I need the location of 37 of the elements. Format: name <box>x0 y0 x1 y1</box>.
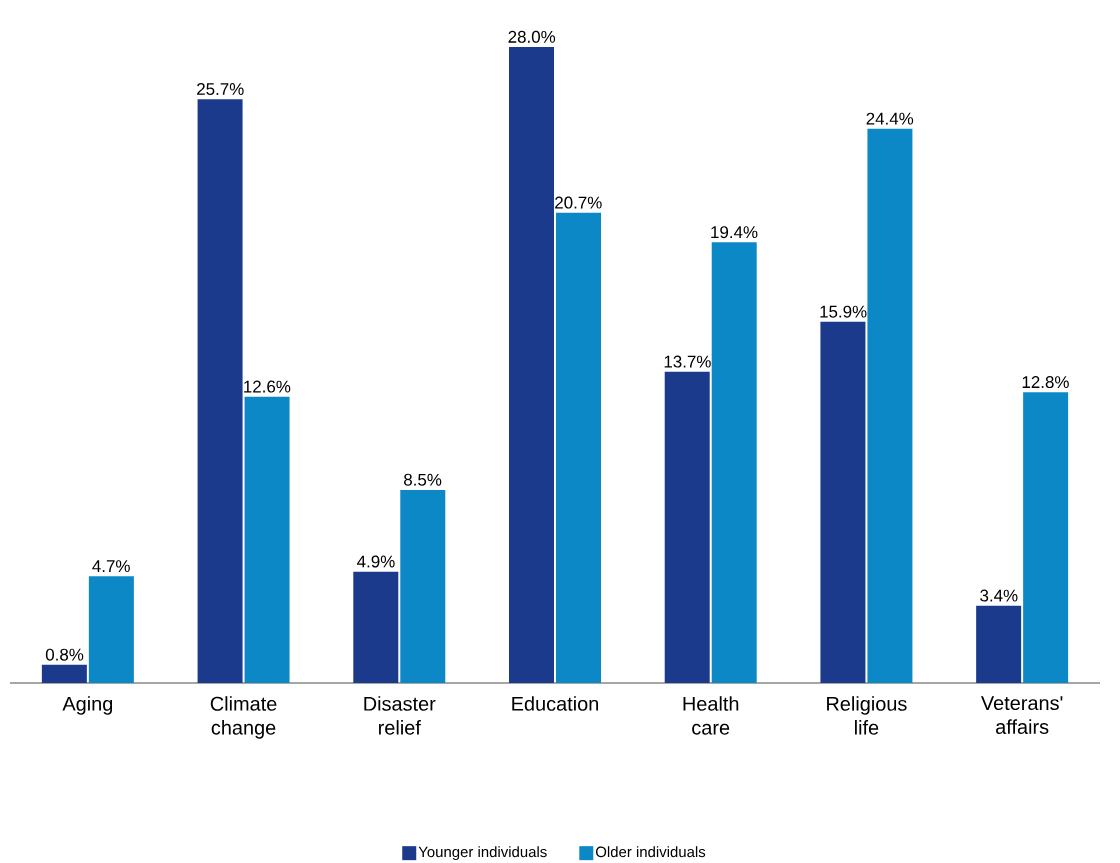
x-tick-label: Disaster relief <box>364 696 436 735</box>
data-label: 20.7% <box>555 196 602 209</box>
bar <box>88 576 134 683</box>
legend-label: Younger individuals <box>418 846 547 861</box>
data-label: 3.4% <box>980 589 1018 602</box>
bar <box>41 664 87 683</box>
data-label: 19.4% <box>711 226 758 239</box>
data-label: 24.4% <box>866 112 914 125</box>
data-label: 4.9% <box>357 555 395 568</box>
legend-label: Older individuals <box>595 846 706 858</box>
x-tick-label: Veterans' affairs <box>981 696 1063 734</box>
data-label: 13.7% <box>664 355 711 368</box>
data-label: 4.7% <box>92 560 130 573</box>
bar <box>664 371 710 683</box>
x-tick-label: Religious life <box>827 696 907 735</box>
x-tick-label: Health care <box>683 696 739 735</box>
data-label: 28.0% <box>508 30 556 43</box>
bar <box>244 396 290 683</box>
x-tick-label: Education <box>512 696 598 711</box>
x-tick-label: Aging <box>62 696 113 715</box>
bar <box>556 212 601 683</box>
data-label: 8.5% <box>404 473 442 486</box>
bar <box>1023 392 1069 683</box>
data-label: 12.8% <box>1022 376 1069 389</box>
bar <box>711 242 757 683</box>
data-label: 25.7% <box>197 83 244 96</box>
data-label: 15.9% <box>820 305 867 318</box>
bar <box>353 571 399 683</box>
bar <box>509 47 554 683</box>
x-tick-label: Climate change <box>210 696 277 739</box>
bar <box>400 489 446 683</box>
bar <box>976 605 1022 683</box>
bar <box>820 321 866 683</box>
bar <box>197 99 243 683</box>
data-label: 12.6% <box>244 380 291 393</box>
data-label: 0.8% <box>45 648 84 661</box>
bar <box>867 128 913 683</box>
